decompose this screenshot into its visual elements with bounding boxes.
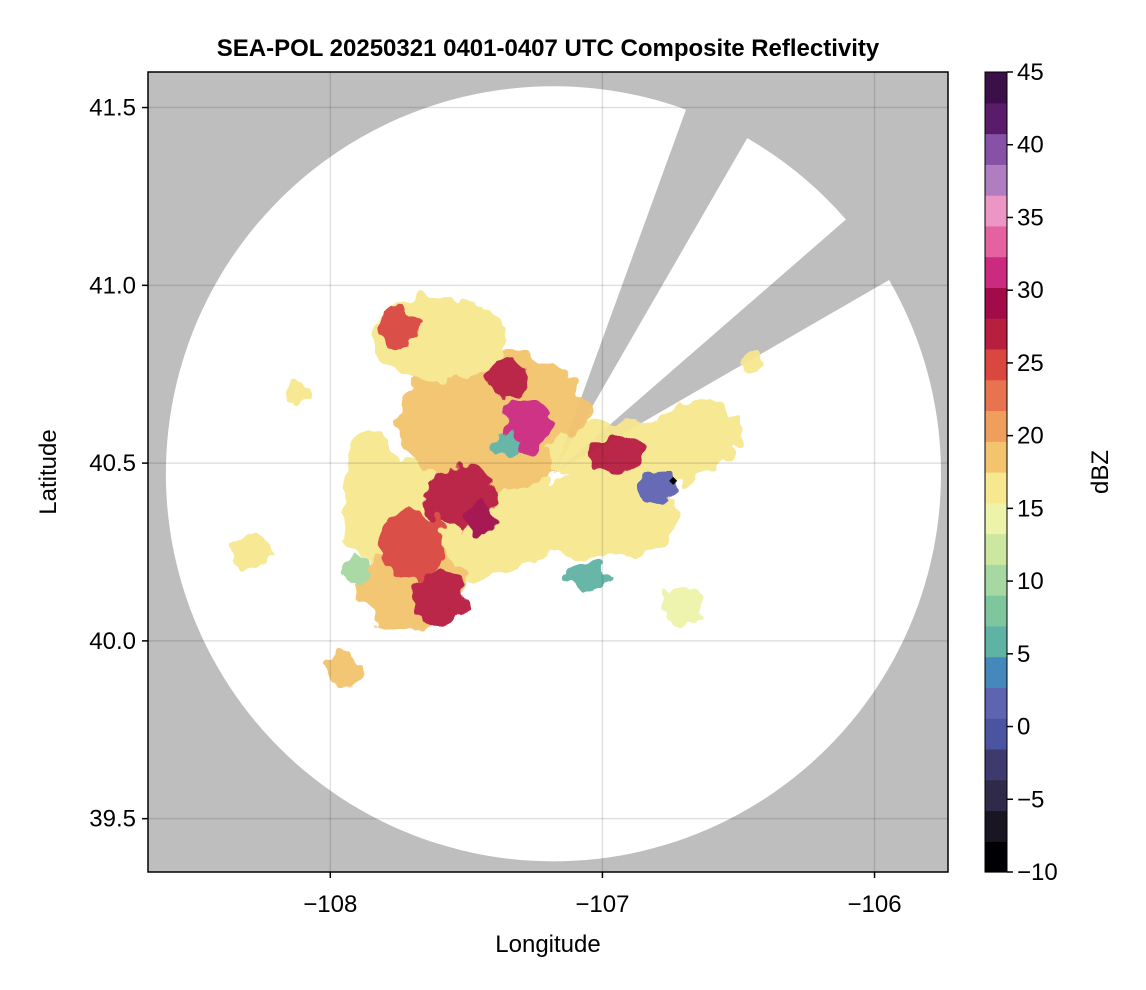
colorbar-segment xyxy=(985,102,1007,135)
colorbar-segment xyxy=(985,779,1007,812)
echo-region xyxy=(588,438,644,474)
plot-area xyxy=(148,72,948,872)
colorbar-segment xyxy=(985,748,1007,781)
colorbar-tick-label: 45 xyxy=(1017,59,1044,86)
colorbar-tick-label: 5 xyxy=(1017,641,1030,668)
colorbar-segment xyxy=(985,841,1007,873)
x-tick-label: −106 xyxy=(847,891,901,918)
colorbar-label: dBZ xyxy=(1087,450,1114,494)
colorbar-tick-label: 15 xyxy=(1017,495,1044,522)
echo-region xyxy=(411,569,467,627)
reflectivity-echoes xyxy=(229,296,763,688)
y-tick-label: 41.0 xyxy=(89,272,136,299)
echo-region xyxy=(379,509,445,581)
colorbar-segment xyxy=(985,595,1007,627)
colorbar-tick-label: 25 xyxy=(1017,350,1044,377)
colorbar-tick-label: 40 xyxy=(1017,132,1044,159)
echo-region xyxy=(398,349,589,492)
colorbar-segment xyxy=(985,164,1007,196)
chart-title: SEA-POL 20250321 0401-0407 UTC Composite… xyxy=(217,35,880,62)
echo-region xyxy=(327,651,361,688)
echo-region xyxy=(637,473,676,503)
y-axis: 39.5 40.0 40.5 41.0 41.5 xyxy=(89,95,148,833)
colorbar-segment xyxy=(985,718,1007,750)
x-tick-label: −108 xyxy=(303,891,357,918)
colorbar-tick-label: −10 xyxy=(1017,859,1058,886)
colorbar-tick-label: 20 xyxy=(1017,423,1044,450)
echo-region xyxy=(229,534,268,570)
y-tick-label: 40.5 xyxy=(89,450,136,477)
colorbar-segment xyxy=(985,133,1007,165)
echo-region xyxy=(656,399,739,471)
colorbar-tick-label: 10 xyxy=(1017,568,1044,595)
colorbar-tick-label: 30 xyxy=(1017,277,1044,304)
colorbar-segment xyxy=(985,72,1007,104)
y-axis-label: Latitude xyxy=(35,429,62,514)
echo-region xyxy=(343,427,399,556)
echo-region xyxy=(286,381,309,403)
colorbar-tick-label: −5 xyxy=(1017,786,1044,813)
colorbar-segment xyxy=(985,225,1007,258)
echo-region xyxy=(741,352,763,375)
y-tick-label: 41.5 xyxy=(89,95,136,122)
site-marker xyxy=(669,476,678,485)
colorbar-segment xyxy=(985,625,1007,658)
colorbar-segment xyxy=(985,348,1007,381)
y-tick-label: 40.0 xyxy=(89,628,136,655)
colorbar: −10 −5 0 5 10 15 20 25 30 35 40 45 xyxy=(984,59,1058,886)
colorbar-segment xyxy=(985,810,1007,842)
y-tick-label: 39.5 xyxy=(89,806,136,833)
echo-region xyxy=(463,498,497,535)
colorbar-segment xyxy=(985,564,1007,596)
plot-frame xyxy=(147,71,949,873)
x-axis-label: Longitude xyxy=(495,931,600,958)
colorbar-tick-label: 35 xyxy=(1017,204,1044,231)
colorbar-segment xyxy=(985,410,1007,442)
colorbar-segment xyxy=(985,195,1007,227)
echo-region xyxy=(343,555,372,584)
x-axis: −108 −107 −106 xyxy=(303,872,902,918)
colorbar-segment xyxy=(985,287,1007,319)
colorbar-segment xyxy=(985,379,1007,412)
colorbar-segment xyxy=(985,472,1007,504)
colorbar-segment xyxy=(985,533,1007,565)
colorbar-segment xyxy=(985,687,1007,719)
echo-region xyxy=(567,562,611,592)
echo-region xyxy=(488,356,527,400)
colorbar-segment xyxy=(985,441,1007,473)
echo-region xyxy=(662,587,706,624)
colorbar-segment xyxy=(985,502,1007,535)
colorbar-segment xyxy=(985,256,1007,288)
colorbar-segment xyxy=(985,318,1007,350)
colorbar-segment xyxy=(985,656,1007,688)
echo-region xyxy=(379,306,418,350)
x-tick-label: −107 xyxy=(575,891,629,918)
echo-region xyxy=(493,431,521,460)
colorbar-frame xyxy=(984,71,1008,873)
grid-lines xyxy=(148,72,948,872)
colorbar-tick-label: 0 xyxy=(1017,714,1030,741)
